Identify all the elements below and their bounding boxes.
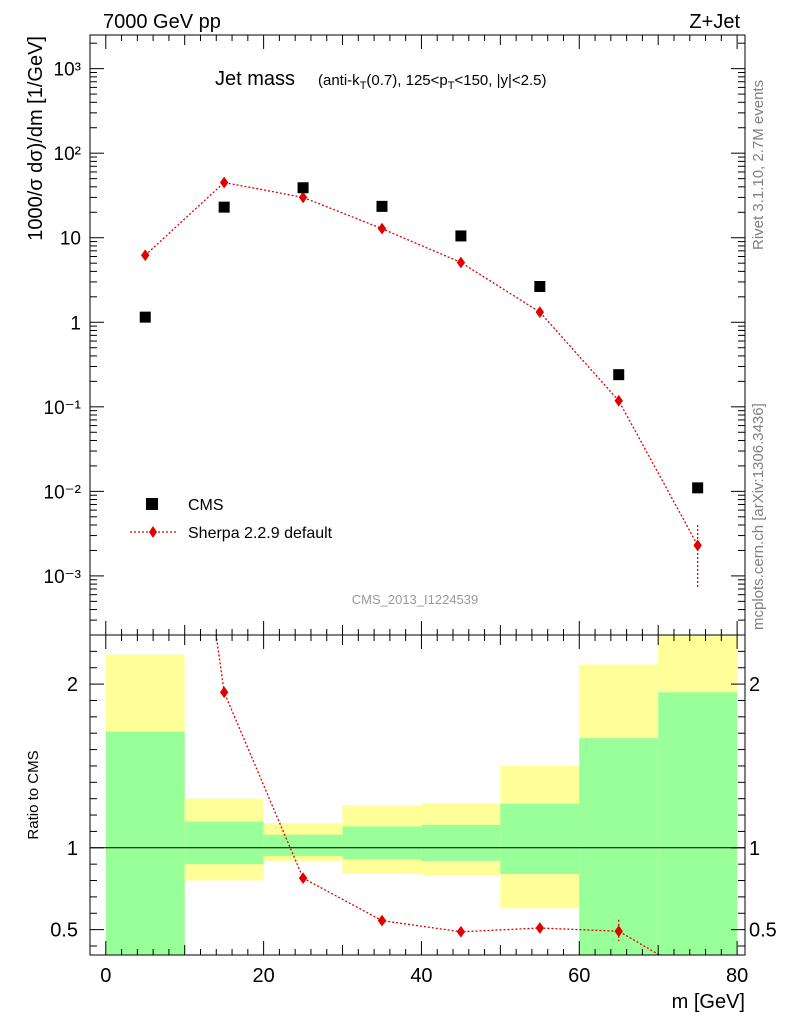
- sherpa-line: [144, 181, 699, 546]
- band-inner-2: [263, 834, 343, 856]
- y-axis-label-top: 1000/σ dσ)/dm [1/GeV]: [25, 36, 47, 241]
- ratio-mc-series: [141, 122, 701, 983]
- ratio-sherpa-line: [215, 635, 661, 955]
- sherpa-point-2: [298, 191, 308, 204]
- ratio-y-tick-label-right: 0.5: [749, 920, 777, 942]
- sherpa-point-6: [614, 394, 623, 407]
- top-y-tick-label: 1: [70, 313, 81, 334]
- legend-sherpa-label: Sherpa 2.2.9 default: [188, 525, 333, 542]
- band-inner-3: [342, 826, 422, 860]
- cms-point-7: [692, 482, 704, 494]
- sherpa-point-3: [377, 222, 387, 235]
- ratio-y-tick-label: 2: [67, 674, 78, 696]
- legend-cms-marker: [146, 498, 158, 510]
- title-detail: (anti-kT(0.7), 125<pT<150, |y|<2.5): [318, 72, 547, 92]
- cms-point-4: [455, 230, 467, 242]
- ratio-sherpa-point-1: [219, 686, 229, 699]
- sherpa-point-5: [535, 306, 545, 318]
- ratio-y-tick-label-right: 1: [749, 838, 760, 860]
- cms-point-3: [376, 200, 388, 212]
- ratio-sherpa-point-5: [535, 922, 545, 934]
- sherpa-point-1: [219, 176, 229, 189]
- band-inner-4: [421, 824, 501, 861]
- y-axis-label-ratio: Ratio to CMS: [25, 750, 42, 839]
- top-y-tick-label: 10⁻³: [44, 567, 82, 588]
- analysis-id: CMS_2013_I1224539: [352, 592, 479, 607]
- rivet-label: Rivet 3.1.10, 2.7M events: [750, 80, 767, 250]
- band-inner-1: [184, 821, 264, 865]
- top-y-tick-label: 10²: [54, 144, 81, 165]
- x-tick-label: 80: [726, 965, 748, 987]
- x-tick-label: 60: [568, 965, 590, 987]
- cms-point-6: [613, 369, 625, 381]
- mcplots-label: mcplots.cern.ch [arXiv:1306.3436]: [750, 403, 767, 630]
- cms-point-2: [297, 182, 309, 194]
- legend-cms-label: CMS: [188, 497, 224, 514]
- legend-sherpa-marker: [149, 526, 157, 538]
- ratio-sherpa-point-0: [141, 122, 149, 134]
- ratio-y-tick-label-right: 2: [749, 674, 760, 696]
- top-y-tick-label: 10⁻¹: [44, 398, 82, 419]
- ratio-frame: [89, 634, 746, 956]
- legend: CMS Sherpa 2.2.9 default: [130, 497, 333, 542]
- sherpa-point-7: [693, 539, 702, 552]
- ratio-y-tick-label: 1: [67, 838, 78, 860]
- ratio-sherpa-point-6: [614, 925, 623, 938]
- plot-title: Jet mass (anti-kT(0.7), 125<pT<150, |y|<…: [215, 68, 547, 92]
- top-mc-series: [141, 176, 702, 590]
- top-data-series: [139, 182, 704, 494]
- top-y-tick-label: 10³: [54, 60, 81, 81]
- sherpa-point-4: [456, 256, 466, 269]
- top-y-tick-label: 10⁻²: [44, 482, 82, 503]
- ratio-sherpa-point-3: [377, 914, 387, 927]
- cms-point-1: [218, 201, 230, 213]
- top-frame: [89, 34, 746, 636]
- ratio-sherpa-point-2: [298, 872, 308, 884]
- cms-point-5: [534, 280, 546, 292]
- sherpa-point-0: [141, 249, 150, 262]
- axes: 0 20 40 60 80 10⁻³ 10⁻² 10⁻¹ 1 10 10² 10³ 0.5 0.5 1 1 2 2: [44, 34, 777, 987]
- header-right: Z+Jet: [689, 11, 740, 33]
- band-inner-7: [658, 692, 738, 955]
- top-y-tick-label: 10: [60, 229, 81, 250]
- cms-point-0: [139, 311, 151, 323]
- x-tick-label: 0: [100, 965, 111, 987]
- ratio-sherpa-point-4: [456, 925, 466, 938]
- x-tick-label: 40: [410, 965, 432, 987]
- band-inner-5: [500, 803, 580, 874]
- x-axis-label: m [GeV]: [672, 991, 745, 1013]
- title-main: Jet mass: [215, 68, 295, 90]
- x-tick-label: 20: [252, 965, 274, 987]
- header-left: 7000 GeV pp: [103, 11, 221, 33]
- ratio-uncertainty-bands: [105, 635, 738, 955]
- band-inner-6: [579, 738, 659, 955]
- ratio-y-tick-label: 0.5: [50, 920, 78, 942]
- ratio-sherpa-point-7: [693, 971, 701, 983]
- band-inner-0: [105, 731, 185, 955]
